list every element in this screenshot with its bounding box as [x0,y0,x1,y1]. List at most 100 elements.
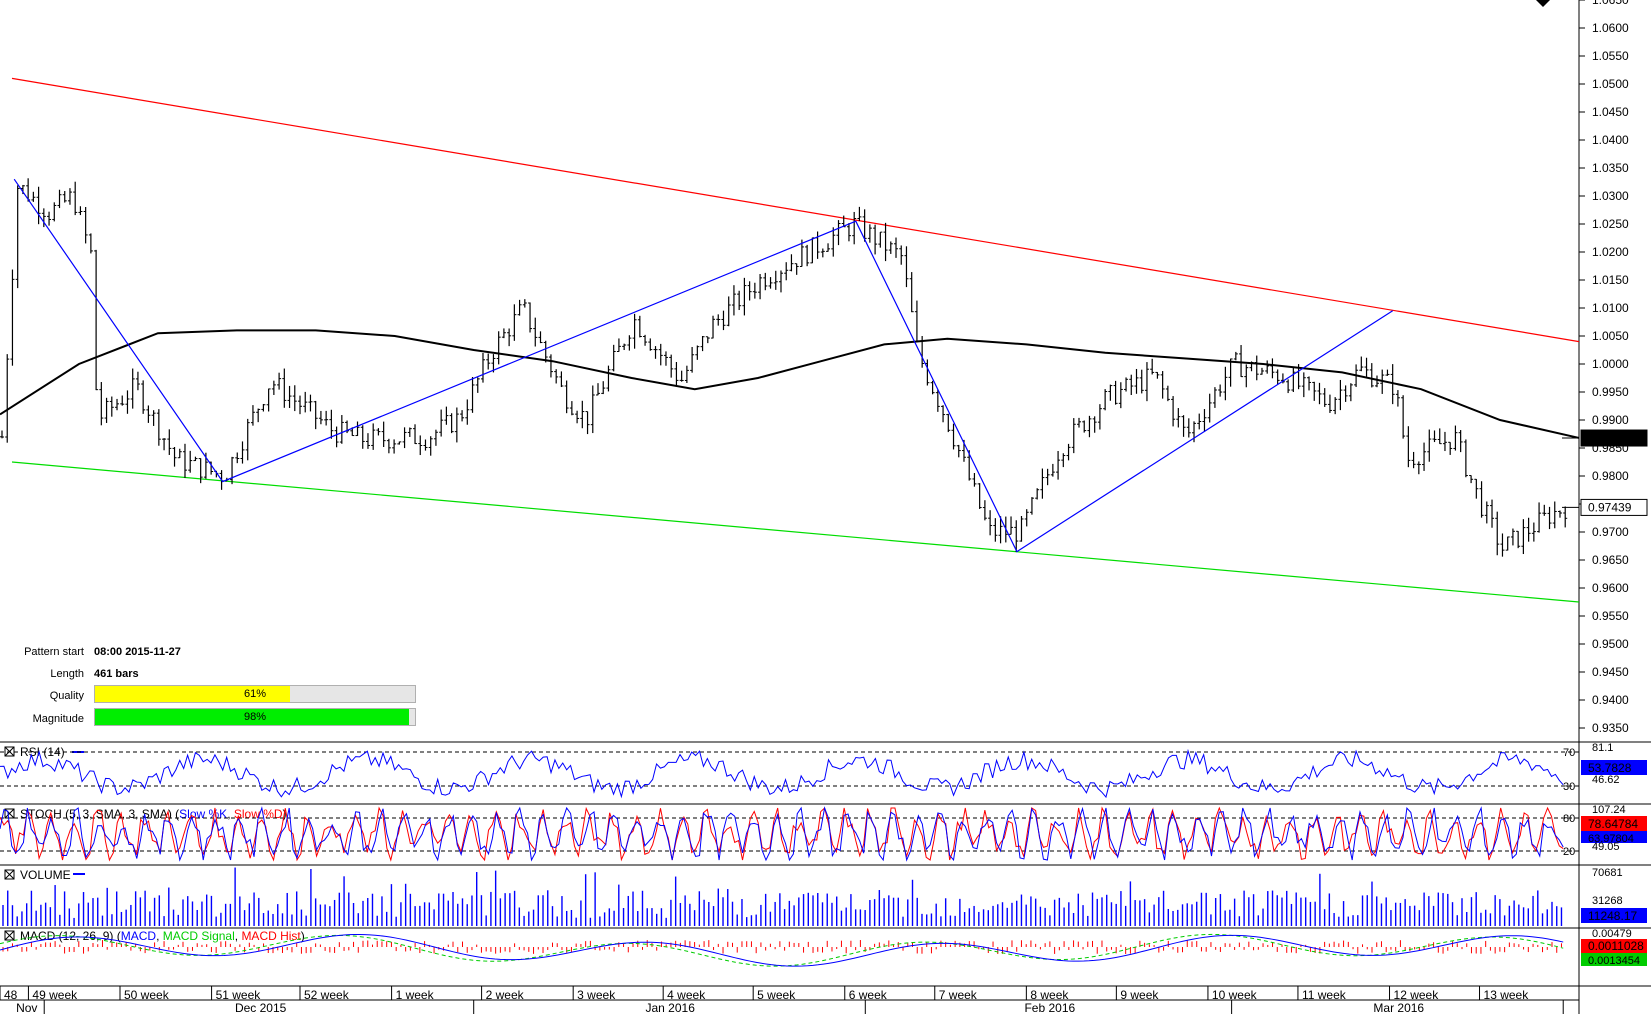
magnitude-label: Magnitude [32,713,84,725]
price-plot [0,77,1580,603]
stoch-d-value-box [1581,831,1647,843]
month-label: Nov [16,1001,37,1014]
volume-scale-mid: 31268 [1592,895,1623,907]
rsi-value: 53.7828 [1588,761,1632,775]
price-tick-label: 0.9500 [1592,637,1629,651]
macd-signal-label: MACD Signal [163,929,235,943]
stoch-label: STOCH (5, 3, SMA, 3, SMA) [20,807,172,821]
rsi-level-label: 70 [1563,747,1575,759]
price-tick-label: 0.9650 [1592,553,1629,567]
price-tick-label: 0.9550 [1592,609,1629,623]
scroll-marker-icon [1536,0,1550,7]
price-tick-label: 0.9950 [1592,385,1629,399]
week-label: 49 week [32,988,78,1002]
macd-line [0,933,1564,967]
rsi-scale-mid: 46.62 [1592,774,1620,786]
price-tick-label: 1.0500 [1592,77,1629,91]
rsi-scale-top: 81.1 [1592,742,1613,754]
volume-label: VOLUME [20,868,71,882]
week-label: 4 week [667,988,706,1002]
magnitude-bar-fill [95,709,409,725]
length-value: 461 bars [94,668,139,680]
price-tick-label: 1.0600 [1592,21,1629,35]
week-label: 50 week [124,988,170,1002]
macd-hist-value-box [1581,939,1647,953]
quality-bar: 61% [94,685,416,703]
price-tick-label: 1.0400 [1592,133,1629,147]
price-tick-label: 1.0450 [1592,105,1629,119]
magnitude-bar: 98% [94,708,416,726]
week-label: 12 week [1394,988,1440,1002]
stoch-d-line [0,806,1564,862]
month-label: Dec 2015 [235,1001,287,1014]
week-label: 5 week [757,988,796,1002]
price-marker-box [1580,429,1648,447]
price-tick-label: 1.0200 [1592,245,1629,259]
volume-value: 11248.17 [1588,909,1637,923]
price-marker-box [1580,498,1648,516]
stoch-level-label: 80 [1563,813,1575,825]
stoch-level-label: 20 [1563,846,1575,858]
lower-channel-line [11,461,1580,603]
week-label: 2 week [486,988,525,1002]
indicator-lines [0,748,1579,967]
month-label: Jan 2016 [645,1001,695,1014]
week-label: 1 week [396,988,435,1002]
week-label: 11 week [1302,988,1347,1002]
week-label: 6 week [849,988,888,1002]
month-label: Mar 2016 [1373,1001,1424,1014]
stoch-k-value-box [1581,816,1647,831]
time-axis: 48 49 week 50 week 51 week 52 week 1 week 2 we… [0,986,1579,1014]
price-tick-label: 1.0050 [1592,329,1629,343]
price-marker-label: 0.98678 [1588,431,1632,445]
length-label: Length [50,668,84,680]
week-label: 7 week [939,988,978,1002]
stoch-scale-mid: 49.05 [1592,841,1620,853]
volume-panel: VOLUME [4,868,85,882]
month-label: Feb 2016 [1024,1001,1075,1014]
week-label: 10 week [1212,988,1258,1002]
pattern-start-label: Pattern start [24,646,84,658]
price-tick-label: 0.9450 [1592,665,1629,679]
macd-scale-top: 0.00479 [1592,928,1632,940]
macd-signal-value: 0.0013454 [1588,955,1640,967]
price-tick-label: 0.9900 [1592,413,1629,427]
stoch-d-value: 63.97804 [1588,833,1634,845]
volume-close-box[interactable] [4,869,15,880]
macd-line-label: MACD [121,929,157,943]
rsi-line [0,748,1564,799]
quality-value: 61% [243,688,267,700]
macd-hist-value: 0.0011028 [1588,939,1644,953]
price-tick-label: 1.0550 [1592,49,1629,63]
price-tick-label: 1.0650 [1592,0,1629,7]
rsi-level-label: 30 [1563,781,1575,793]
week-label: 51 week [216,988,262,1002]
week-label: 52 week [304,988,350,1002]
price-tick-label: 0.9700 [1592,525,1629,539]
upper-channel-line [11,77,1580,343]
volume-value-box [1581,908,1647,923]
week-label: 48 [4,988,18,1002]
price-tick-label: 0.9350 [1592,721,1629,735]
stoch-k-label: Slow %K [179,807,227,821]
macd-label: MACD (12, 26, 9) [20,929,113,943]
macd-signal-value-box [1581,953,1647,966]
magnitude-value: 98% [243,711,267,723]
stoch-k-value: 78.64784 [1588,817,1638,831]
macd-close-box[interactable] [4,930,15,941]
close-icon [4,869,15,880]
macd-hist-label: MACD Hist [241,929,301,943]
week-label: 9 week [1120,988,1159,1002]
week-label: 3 week [577,988,616,1002]
svg-text:STOCH (5, 3, SMA, 3, SMA): STOCH (5, 3, SMA, 3, SMA) (Slow %K, Slow… [20,807,287,821]
pattern-line [13,178,1394,553]
price-tick-label: 1.0150 [1592,273,1629,287]
pattern-start-value: 08:00 2015-11-27 [94,646,181,658]
candles [0,178,1568,557]
price-tick-label: 0.9400 [1592,693,1629,707]
price-tick-label: 1.0000 [1592,357,1629,371]
price-axis: 1.0650 1.0600 1.0550 1.0500 1.0450 1.0400 1.03… [1536,0,1648,735]
week-label: 13 week [1484,988,1530,1002]
price-tick-label: 0.9600 [1592,581,1629,595]
